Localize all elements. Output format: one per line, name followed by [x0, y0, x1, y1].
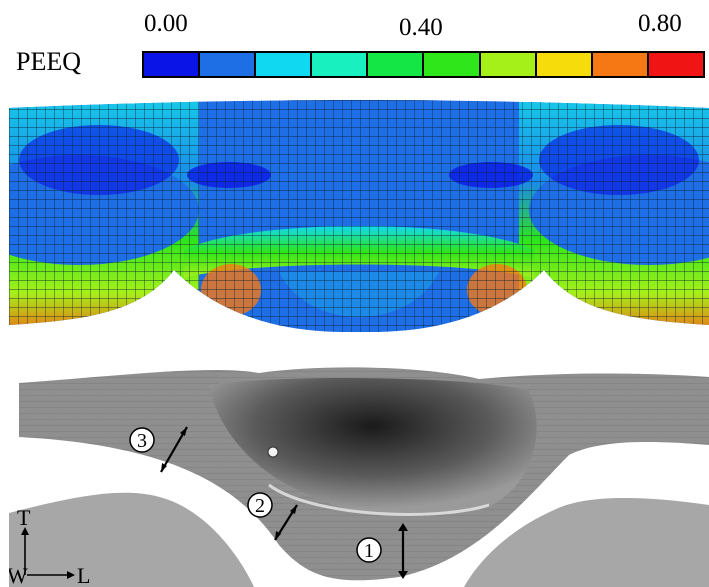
- colorbar-segment-3: [256, 53, 313, 76]
- zone-1-label: 1: [364, 540, 374, 562]
- zone-2-label: 2: [255, 495, 265, 517]
- colorbar-segment-9: [592, 53, 649, 76]
- axis-t-arrowhead: [21, 527, 29, 535]
- colorbar-segment-8: [536, 53, 593, 76]
- micro-particle: [267, 446, 279, 458]
- colorbar-segment-1: [144, 53, 201, 76]
- zone-2-arrowheads: [275, 505, 297, 540]
- peeq-colorbar: [142, 51, 705, 78]
- zone-3-label: 3: [137, 430, 147, 452]
- colorbar-segment-4: [312, 53, 369, 76]
- micro-crater-rim: [268, 483, 490, 516]
- axis-l-label: L: [77, 563, 90, 587]
- zone-2-marker: [247, 492, 273, 518]
- fem-mesh-overlay: [9, 100, 709, 333]
- axis-l-arrowhead: [67, 571, 75, 579]
- axis-w-label: W: [9, 563, 28, 587]
- colorbar-segment-10: [648, 53, 703, 76]
- micrograph-panel: 3 2 1 T W L: [9, 345, 709, 587]
- colorbar-segment-2: [200, 53, 257, 76]
- colorbar-segment-7: [480, 53, 537, 76]
- colorbar-tick-mid: 0.40: [399, 14, 443, 41]
- colorbar-segment-5: [368, 53, 425, 76]
- zone-1-marker: [356, 537, 382, 563]
- legend-title: PEEQ: [16, 47, 81, 76]
- colorbar-segment-6: [424, 53, 481, 76]
- colorbar-tick-min: 0.00: [144, 10, 188, 37]
- zone-3-arrowheads: [161, 427, 187, 472]
- axis-t-label: T: [17, 505, 31, 530]
- fem-simulation-panel: [9, 100, 709, 333]
- micro-right-substrate: [464, 498, 709, 587]
- colorbar-tick-max: 0.80: [638, 10, 682, 37]
- zone-3-marker: [129, 427, 155, 453]
- micro-impact-crater: [209, 378, 537, 516]
- micro-left-substrate: [9, 492, 254, 587]
